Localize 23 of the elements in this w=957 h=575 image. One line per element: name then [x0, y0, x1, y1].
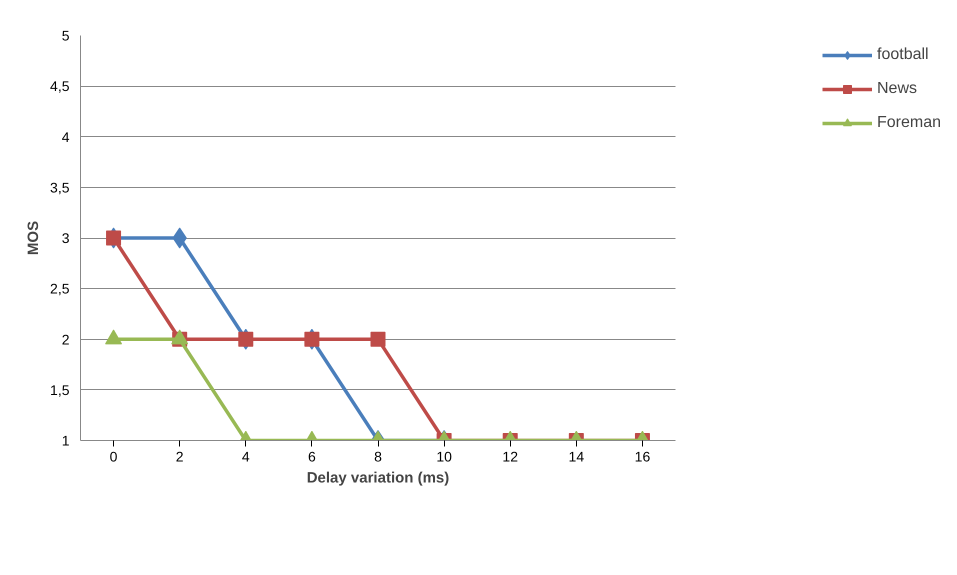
y-tick-label: 1,5 — [50, 382, 70, 398]
y-tick-label: 3,5 — [50, 179, 70, 196]
y-tick-label: 4,5 — [50, 78, 70, 94]
y-tick-label: 1 — [62, 432, 70, 448]
x-tick-label: 2 — [176, 448, 184, 464]
x-tick-label: 16 — [634, 448, 650, 464]
x-tick-label: 6 — [308, 448, 316, 464]
y-tick-label: 3 — [62, 230, 70, 246]
legend-label: football — [877, 46, 930, 64]
x-tick-label: 12 — [502, 448, 518, 464]
y-axis-title: MOS — [25, 220, 42, 256]
legend-label: News — [877, 80, 918, 98]
y-tick-label: 4 — [62, 128, 70, 145]
y-tick-label: 5 — [62, 28, 70, 44]
x-tick-label: 14 — [568, 448, 584, 464]
x-tick-label: 0 — [110, 448, 118, 464]
y-tick-label: 2,5 — [50, 280, 70, 297]
x-tick-label: 8 — [374, 448, 382, 464]
x-tick-label: 10 — [436, 448, 452, 464]
legend-label: Foreman — [877, 114, 942, 132]
x-axis-title: Delay variation (ms) — [306, 470, 450, 486]
y-tick-label: 2 — [62, 331, 70, 348]
x-tick-label: 4 — [242, 448, 250, 464]
